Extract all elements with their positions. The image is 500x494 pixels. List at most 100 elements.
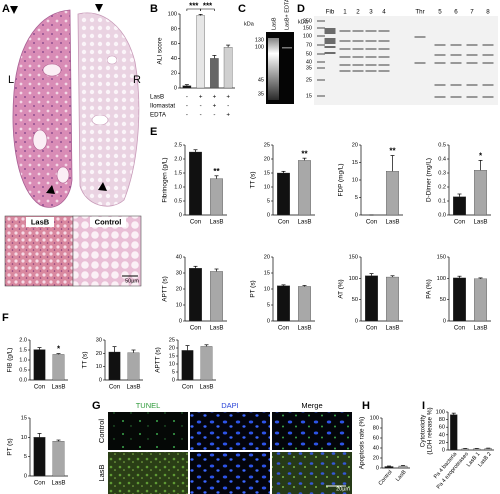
y-tick-label: 5 [267, 198, 270, 204]
lane-label: 8 [486, 9, 490, 16]
x-tick-label: LasB [199, 384, 213, 391]
x-tick-label: LasB [297, 325, 311, 332]
y-tick-label: 40 [439, 432, 445, 438]
y-axis-label: Cytotoxicity [420, 414, 427, 447]
significance-label: ** [213, 167, 220, 176]
gel-band [317, 67, 325, 69]
y-tick-label: 15 [264, 270, 270, 276]
y-tick-label: 50 [352, 297, 358, 303]
condition-sign: - [200, 103, 202, 110]
y-tick-label: 15 [21, 415, 27, 421]
y-tick-label: 20 [352, 142, 358, 148]
bar [52, 441, 65, 477]
y-tick-label: 20 [169, 345, 175, 351]
x-tick-label: LasB [51, 384, 65, 391]
x-tick-label: LasB [385, 325, 399, 332]
x-tick-label: LasB [209, 325, 223, 332]
gel-band [466, 96, 478, 98]
bar [33, 437, 46, 477]
micrograph [108, 412, 188, 450]
micrograph [272, 412, 352, 450]
y-tick-label: 0 [443, 318, 446, 324]
gel-band [378, 56, 390, 58]
micrograph [272, 452, 352, 494]
lane-label: 3 [369, 9, 373, 16]
gel-band [317, 53, 325, 55]
significance-label: ** [301, 149, 308, 158]
y-tick-label: 100 [437, 276, 446, 282]
y-tick-label: 20 [373, 455, 379, 461]
lane-label: 5 [438, 9, 442, 16]
x-tick-label: Con [278, 325, 290, 332]
condition-sign: - [186, 103, 188, 110]
gel-unit: kDa [244, 21, 255, 27]
gel-band [339, 56, 351, 58]
condition-sign: - [227, 103, 229, 110]
significance-label: *** [203, 2, 213, 11]
panel-label: I [422, 400, 425, 412]
gel-band [317, 20, 325, 22]
y-tick-label: 60 [439, 425, 445, 431]
y-tick-label: 100 [436, 409, 445, 415]
ladder-label: 50 [306, 51, 312, 57]
gel-band [324, 38, 336, 44]
y-tick-label: 10 [352, 177, 358, 183]
y-tick-label: 10 [169, 361, 175, 367]
gel-band [378, 30, 390, 32]
arrowhead [95, 4, 103, 12]
airway [91, 114, 109, 126]
y-tick-label: 1.0 [19, 357, 27, 363]
y-tick-label: 0 [99, 377, 102, 383]
x-tick-label: Con [34, 480, 46, 487]
x-tick-label: Con [109, 384, 121, 391]
gel-band [466, 84, 478, 86]
lane-label: LasB [271, 17, 277, 30]
panel-label: A [2, 3, 10, 15]
y-tick-label: 20 [439, 440, 445, 446]
y-axis-label: PT (s) [250, 280, 257, 297]
y-tick-label: 25 [264, 142, 270, 148]
gel-band [482, 62, 494, 64]
gel-band [365, 40, 377, 42]
lane-label: 6 [454, 9, 458, 16]
y-tick-label: 25 [169, 337, 175, 343]
condition-name: Ilomastat [150, 103, 175, 110]
bar [182, 85, 192, 89]
gel-band [317, 79, 325, 81]
y-tick-label: 40 [176, 254, 182, 260]
gel-band [450, 44, 462, 46]
y-tick-label: 10 [264, 184, 270, 190]
airway [56, 166, 70, 184]
significance-bracket [200, 8, 215, 11]
gel-band [466, 62, 478, 64]
panel-label: H [362, 400, 370, 412]
gel-band [339, 70, 351, 72]
significance-label: * [57, 345, 61, 354]
x-tick-label: Con [454, 325, 466, 332]
gel-band [450, 96, 462, 98]
x-tick-label: LasB [473, 325, 487, 332]
condition-sign: + [226, 112, 230, 119]
ladder-label: 250 [303, 18, 312, 24]
gel-band [365, 48, 377, 50]
airway [42, 63, 62, 77]
gel-band [414, 62, 426, 64]
gel-band [352, 56, 364, 58]
y-tick-label: 0.5 [174, 198, 182, 204]
panel-label: E [150, 126, 157, 138]
y-axis-label: TT (s) [250, 172, 257, 189]
y-tick-label: 2.0 [19, 337, 27, 343]
condition-name: EDTA [150, 112, 167, 119]
y-tick-label: 40 [171, 56, 177, 62]
airway [106, 55, 118, 65]
bar [386, 171, 399, 216]
gel-band [339, 48, 351, 50]
gel-band [352, 70, 364, 72]
channel-label: TUNEL [136, 401, 161, 410]
gel-band [317, 27, 325, 29]
y-tick-label: 40 [373, 445, 379, 451]
lane-label: 2 [356, 9, 360, 16]
gel-band [324, 46, 336, 48]
scale-label: 50µm [125, 278, 139, 284]
y-tick-label: 0.4 [438, 156, 446, 162]
